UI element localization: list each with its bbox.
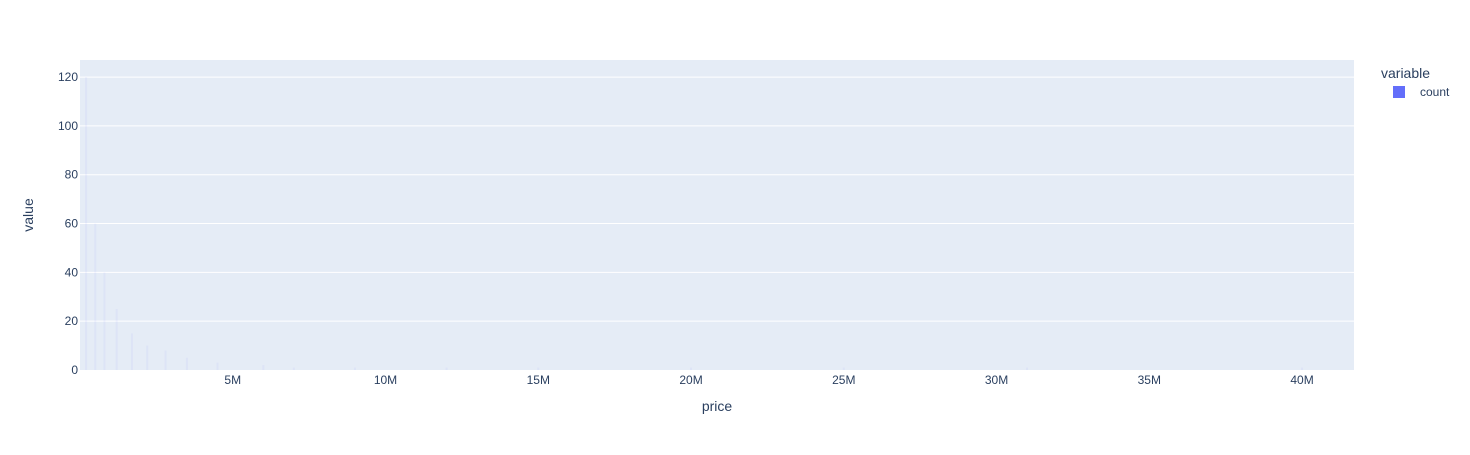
x-tick-label: 10M <box>374 373 397 387</box>
bar[interactable] <box>292 367 295 370</box>
legend[interactable]: variable count <box>1381 65 1450 99</box>
bar[interactable] <box>103 272 106 370</box>
bar[interactable] <box>146 345 149 370</box>
bar[interactable] <box>537 367 540 370</box>
x-tick-label: 25M <box>832 373 855 387</box>
x-tick-label: 15M <box>527 373 550 387</box>
y-tick-label: 40 <box>65 265 79 279</box>
y-axis-title: value <box>20 198 36 232</box>
plot-background <box>80 60 1354 370</box>
y-tick-label: 120 <box>58 70 78 84</box>
bar[interactable] <box>842 367 845 370</box>
bar[interactable] <box>94 223 97 370</box>
bar[interactable] <box>353 367 356 370</box>
x-tick-label: 30M <box>985 373 1008 387</box>
y-tick-label: 60 <box>65 217 79 231</box>
bars[interactable] <box>85 77 1304 371</box>
bar[interactable] <box>690 367 693 370</box>
x-tick-labels: 5M 10M 15M 20M 25M 30M 35M 40M <box>224 373 1313 387</box>
legend-item-label: count <box>1420 85 1450 99</box>
bar[interactable] <box>164 350 167 370</box>
bar[interactable] <box>445 367 448 370</box>
bar[interactable] <box>130 333 133 370</box>
x-axis-title: price <box>702 398 733 414</box>
x-tick-label: 20M <box>679 373 702 387</box>
bar[interactable] <box>85 77 88 371</box>
bar[interactable] <box>262 365 265 370</box>
x-tick-label: 40M <box>1290 373 1313 387</box>
bar[interactable] <box>1301 367 1304 370</box>
y-tick-label: 20 <box>65 314 79 328</box>
bar[interactable] <box>185 357 188 370</box>
legend-title: variable <box>1381 65 1430 81</box>
grid-lines <box>80 76 1354 322</box>
legend-swatch <box>1393 86 1405 98</box>
y-tick-label: 80 <box>65 168 79 182</box>
y-tick-label: 0 <box>71 363 78 377</box>
x-tick-label: 5M <box>224 373 241 387</box>
legend-item-count[interactable]: count <box>1393 85 1450 99</box>
y-tick-labels: 0 20 40 60 80 100 120 <box>58 70 78 377</box>
x-tick-label: 35M <box>1138 373 1161 387</box>
y-tick-label: 100 <box>58 119 78 133</box>
bar[interactable] <box>216 362 219 370</box>
bar[interactable] <box>1026 367 1029 370</box>
bar[interactable] <box>115 308 118 370</box>
